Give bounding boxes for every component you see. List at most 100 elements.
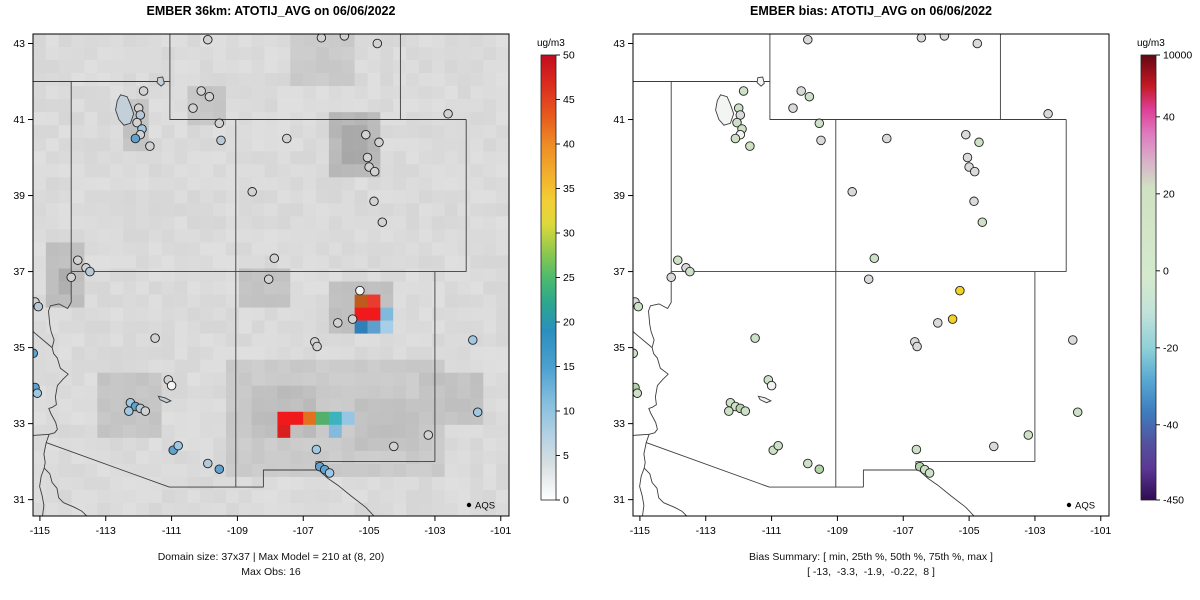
grid-cell: [277, 476, 291, 491]
grid-cell: [238, 398, 252, 413]
grid-cell: [161, 125, 175, 139]
aqs-site-marker: [974, 137, 984, 148]
grid-cell: [303, 359, 317, 374]
grid-cell: [316, 320, 330, 334]
grid-cell: [406, 450, 420, 465]
grid-cell: [457, 476, 471, 491]
grid-cell: [470, 255, 484, 269]
grid-cell: [161, 307, 175, 321]
aqs-site-marker: [969, 196, 979, 207]
grid-cell: [457, 112, 471, 126]
grid-cell: [251, 151, 265, 165]
grid-cell: [444, 86, 458, 100]
grid-cell: [457, 34, 471, 48]
grid-cell: [123, 60, 137, 74]
grid-cell: [328, 138, 343, 152]
grid-cell: [174, 424, 188, 439]
grid-cell: [110, 294, 124, 308]
grid-cell: [123, 203, 137, 217]
grid-cell: [200, 307, 214, 321]
aqs-site-marker: [369, 166, 380, 177]
grid-cell: [58, 34, 72, 48]
aqs-site-marker: [803, 458, 813, 469]
grid-cell: [444, 151, 458, 165]
grid-cell: [148, 164, 162, 178]
colorbar-tick-label: 20: [1163, 188, 1175, 200]
grid-cell: [238, 320, 252, 334]
grid-cell: [431, 307, 445, 321]
grid-cell: [148, 112, 162, 126]
grid-cell: [174, 229, 188, 243]
grid-cell: [213, 450, 227, 465]
grid-cell: [33, 164, 47, 178]
grid-cell: [213, 502, 227, 516]
grid-cell: [161, 281, 175, 295]
grid-cell: [71, 164, 85, 178]
aqs-site-marker: [145, 141, 155, 151]
grid-cell: [110, 489, 124, 504]
left-panel-title: EMBER 36km: ATOTIJ_AVG on 06/06/2022: [146, 4, 396, 18]
grid-cell: [457, 203, 471, 217]
grid-cell: [225, 190, 240, 204]
grid-cell: [444, 294, 458, 308]
grid-cell: [328, 60, 343, 74]
grid-cell: [303, 99, 317, 113]
grid-cell: [123, 489, 137, 504]
grid-cell: [213, 125, 227, 139]
aqs-site-marker: [1023, 430, 1034, 440]
grid-cell: [213, 255, 227, 269]
grid-cell: [97, 73, 111, 87]
grid-cell: [200, 372, 214, 387]
grid-cell: [161, 86, 175, 100]
grid-cell: [33, 281, 47, 295]
grid-cell: [213, 203, 227, 217]
grid-cell: [187, 255, 201, 269]
grid-cell: [290, 125, 304, 139]
grid-cell: [367, 476, 381, 491]
grid-cell: [406, 151, 420, 165]
grid-cell: [444, 463, 458, 478]
grid-cell: [393, 320, 407, 334]
grid-cell: [238, 294, 252, 308]
grid-cell: [71, 203, 85, 217]
grid-cell: [393, 164, 407, 178]
grid-cell: [341, 255, 355, 269]
grid-cell: [406, 476, 420, 491]
grid-cell: [290, 359, 304, 374]
grid-cell: [110, 268, 124, 282]
grid-cell: [393, 346, 407, 360]
aqs-site-marker: [924, 468, 935, 478]
grid-cell: [225, 99, 240, 113]
grid-cell: [251, 450, 265, 465]
grid-cell: [33, 151, 47, 165]
aqs-site-marker: [263, 274, 274, 284]
grid-cell: [187, 359, 201, 374]
left-caption-line1: Domain size: 37x37 | Max Model = 210 at …: [157, 551, 385, 563]
grid-cell: [354, 385, 368, 400]
aqs-legend-dot: [1066, 502, 1072, 508]
grid-cell: [457, 151, 471, 165]
grid-cell: [251, 411, 265, 426]
x-tick-label: -115: [630, 525, 650, 537]
grid-cell: [200, 112, 214, 126]
grid-cell: [110, 398, 124, 413]
grid-cell: [470, 112, 484, 126]
grid-cell: [174, 177, 188, 191]
grid-cell: [367, 177, 381, 191]
grid-cell: [380, 359, 394, 374]
grid-cell: [290, 60, 304, 74]
grid-cell: [251, 203, 265, 217]
grid-cell: [213, 346, 227, 360]
y-tick-label: 39: [13, 190, 25, 202]
grid-cell: [418, 489, 433, 504]
grid-cell: [97, 307, 111, 321]
grid-cell: [45, 268, 60, 282]
grid-cell: [406, 47, 420, 61]
grid-cell: [393, 255, 407, 269]
aqs-site-marker: [766, 380, 777, 391]
grid-cell: [71, 424, 85, 439]
grid-cell: [303, 112, 317, 126]
grid-cell: [457, 359, 471, 374]
grid-cell: [71, 437, 85, 452]
grid-cell: [470, 294, 484, 308]
